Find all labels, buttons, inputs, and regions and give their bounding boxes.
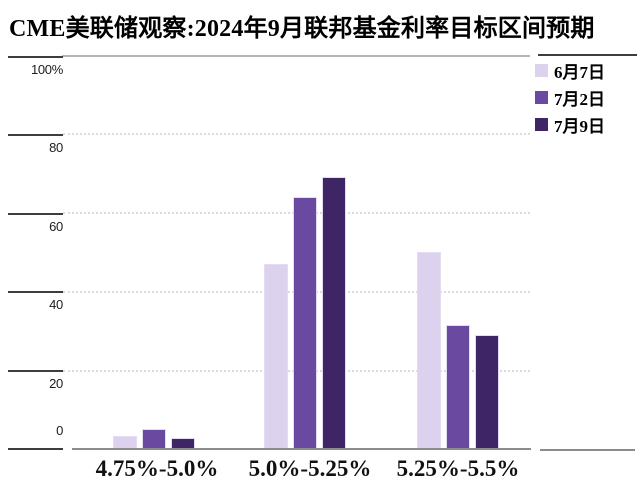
legend-swatch-jun7 [535,63,548,77]
legend-label-jul9: 7月9日 [554,116,605,136]
bar-6月7日-5.0%-5.25% [264,264,288,449]
legend-label-jun7: 6月7日 [554,62,605,82]
y-tick-100 [8,56,63,58]
bar-7月2日-5.25%-5.5% [446,325,470,449]
legend-label-jul2: 7月2日 [554,89,605,109]
legend-top-rule [538,54,637,56]
y-tick-40 [8,291,63,293]
bar-6月7日-4.75%-5.0% [113,436,137,449]
y-tick-label-60: 60 [49,219,63,234]
legend-item-jul2: 7月2日 [535,88,637,109]
y-tick-label-80: 80 [49,140,63,155]
bar-6月7日-5.25%-5.5% [417,252,441,449]
chart-title: CME美联储观察:2024年9月联邦基金利率目标区间预期 [9,16,595,42]
legend: 6月7日 7月2日 7月9日 [535,61,637,142]
y-tick-0 [8,448,63,450]
legend-swatch-jul9 [535,117,548,131]
y-tick-20 [8,370,63,372]
bar-7月2日-5.0%-5.25% [293,197,317,449]
x-axis-baseline [72,448,531,450]
y-tick-label-100: 100% [30,62,63,77]
bottom-right-rule [540,449,635,451]
legend-swatch-jul2 [535,90,548,104]
bar-7月9日-4.75%-5.0% [171,438,195,449]
bar-7月2日-4.75%-5.0% [142,429,166,449]
x-label-range-1: 4.75%-5.0% [95,456,219,481]
plot-top-rule [62,55,530,57]
legend-item-jul9: 7月9日 [535,115,637,136]
plot-area [63,55,530,449]
bar-7月9日-5.0%-5.25% [322,177,346,449]
x-label-range-2: 5.0%-5.25% [248,456,372,481]
bar-7月9日-5.25%-5.5% [475,335,499,449]
y-tick-80 [8,134,63,136]
y-tick-label-20: 20 [49,376,63,391]
y-tick-60 [8,213,63,215]
legend-item-jun7: 6月7日 [535,61,637,82]
gridline-80 [63,133,530,135]
y-tick-label-0: 0 [56,423,63,438]
x-label-range-3: 5.25%-5.5% [396,456,520,481]
y-tick-label-40: 40 [49,297,63,312]
